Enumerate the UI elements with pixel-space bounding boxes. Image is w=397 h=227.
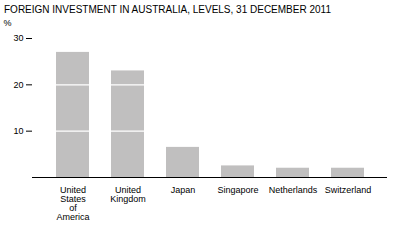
svg-text:Netherlands: Netherlands	[269, 185, 318, 195]
svg-text:UnitedKingdom: UnitedKingdom	[110, 185, 146, 204]
svg-text:20: 20	[13, 80, 23, 90]
svg-text:Singapore: Singapore	[217, 185, 258, 195]
svg-text:30: 30	[13, 33, 23, 43]
svg-text:UnitedStatesofAmerica: UnitedStatesofAmerica	[56, 185, 89, 222]
svg-text:10: 10	[13, 126, 23, 136]
svg-text:Switzerland: Switzerland	[325, 185, 372, 195]
svg-text:%: %	[4, 18, 12, 28]
svg-text:Japan: Japan	[171, 185, 196, 195]
html-text:FOREIGN INVESTMENT IN AUSTRALI: FOREIGN INVESTMENT IN AUSTRALIA, LEVELS,…	[4, 4, 331, 15]
